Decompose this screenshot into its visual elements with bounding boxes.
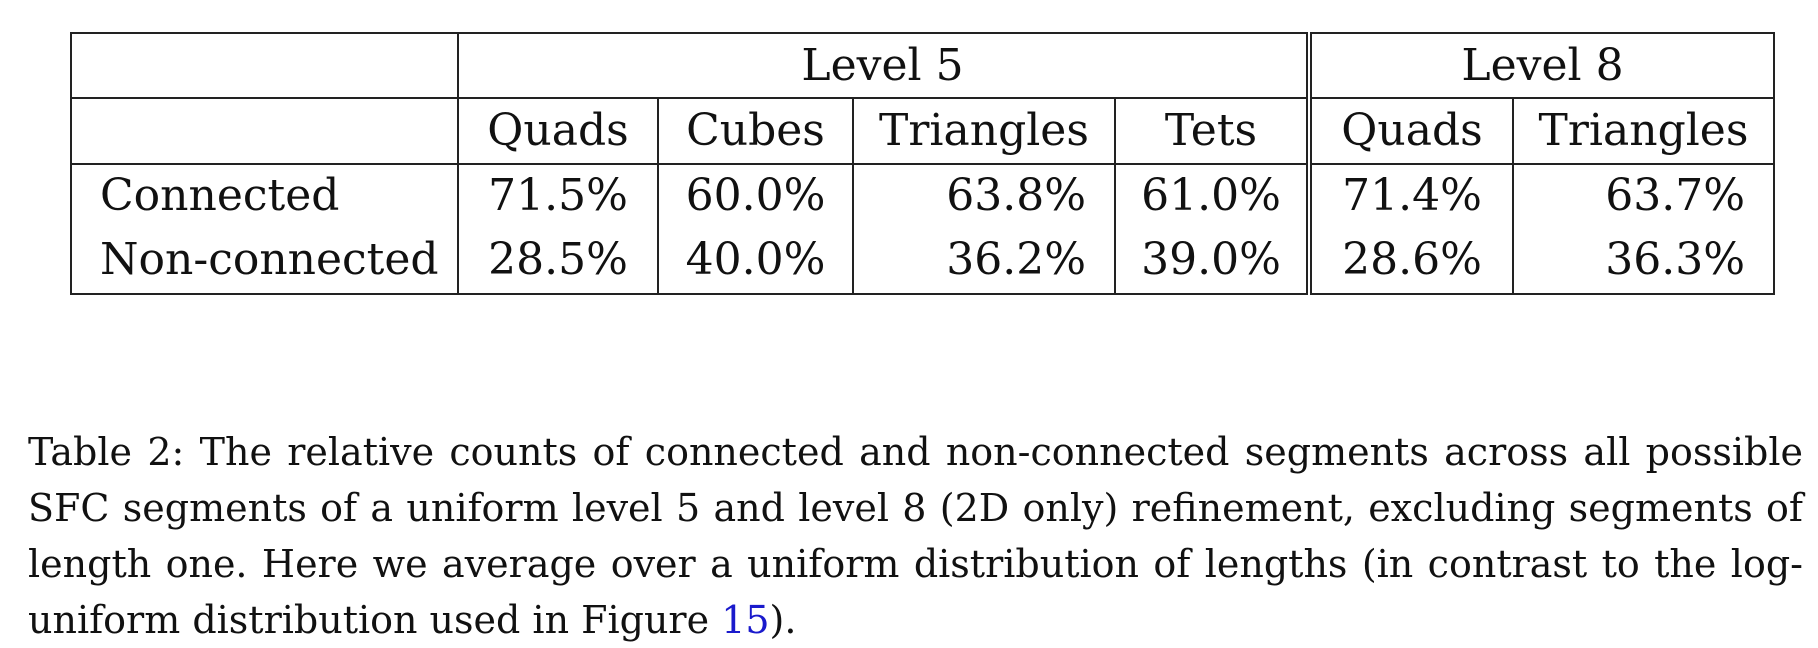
column-header: Triangles bbox=[1512, 97, 1774, 164]
column-header: Tets bbox=[1114, 97, 1309, 164]
table-cell: 63.8% bbox=[852, 163, 1115, 226]
column-header: Cubes bbox=[657, 97, 853, 164]
table-corner-cell bbox=[71, 33, 458, 98]
results-table: Level 5 Level 8 Quads Cubes Triangles Te… bbox=[70, 32, 1775, 295]
table-cell: 71.4% bbox=[1306, 163, 1513, 226]
figure-reference-link[interactable]: 15 bbox=[721, 598, 770, 642]
table-cell: 28.6% bbox=[1306, 226, 1513, 294]
column-header: Quads bbox=[1306, 97, 1513, 164]
group-header-level-8: Level 8 bbox=[1306, 33, 1774, 98]
table-caption: Table 2: The relative counts of connecte… bbox=[28, 424, 1803, 648]
table-cell: 60.0% bbox=[657, 163, 853, 226]
column-header: Quads bbox=[457, 97, 658, 164]
table-cell: 28.5% bbox=[457, 226, 658, 294]
table-cell: 63.7% bbox=[1512, 163, 1774, 226]
column-header: Triangles bbox=[852, 97, 1115, 164]
table-cell: 36.3% bbox=[1512, 226, 1774, 294]
table-cell: 39.0% bbox=[1114, 226, 1309, 294]
table-cell: 61.0% bbox=[1114, 163, 1309, 226]
table-row: Non-connected 28.5% 40.0% 36.2% 39.0% 28… bbox=[71, 226, 1774, 294]
table-cell: 36.2% bbox=[852, 226, 1115, 294]
table-cell: 71.5% bbox=[457, 163, 658, 226]
caption-text: The relative counts of connected and non… bbox=[28, 430, 1804, 642]
table-column-header-row: Quads Cubes Triangles Tets Quads Triangl… bbox=[71, 97, 1774, 164]
row-label: Non-connected bbox=[100, 233, 439, 285]
caption-text-end: ). bbox=[769, 598, 797, 642]
row-label: Connected bbox=[71, 163, 458, 226]
table-cell: 40.0% bbox=[657, 226, 853, 294]
table-row: Connected 71.5% 60.0% 63.8% 61.0% 71.4% … bbox=[71, 163, 1774, 226]
group-header-level-5: Level 5 bbox=[457, 33, 1309, 98]
caption-label: Table 2: bbox=[28, 430, 185, 474]
table-group-header-row: Level 5 Level 8 bbox=[71, 33, 1774, 98]
table-corner-cell bbox=[71, 97, 458, 164]
